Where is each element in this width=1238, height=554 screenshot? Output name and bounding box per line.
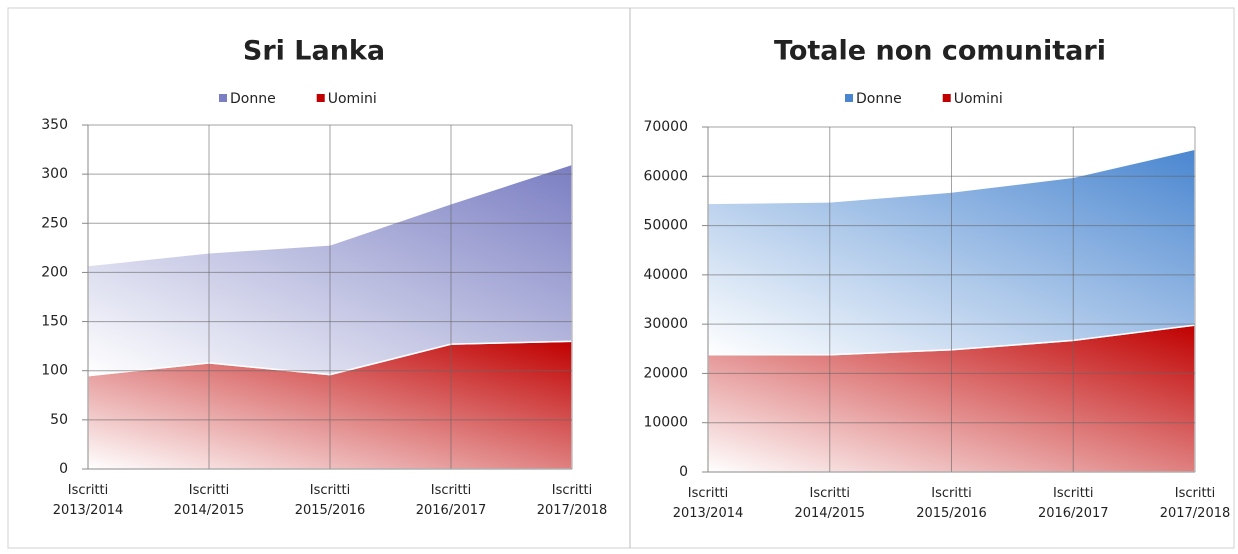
- legend-swatch: [845, 94, 853, 102]
- x-tick-label: Iscritti 2015/2016: [294, 483, 366, 518]
- x-tick-label: Iscritti 2014/2015: [173, 483, 245, 518]
- x-tick-label: Iscritti 2017/2018: [536, 483, 608, 518]
- chart-title: Sri Lanka: [243, 36, 385, 67]
- y-tick-label: 60000: [643, 168, 688, 184]
- x-tick-label: Iscritti 2016/2017: [1037, 486, 1109, 521]
- x-tick-label: Iscritti 2016/2017: [415, 483, 487, 518]
- legend-label: Uomini: [954, 91, 1003, 107]
- legend-label: Donne: [230, 91, 276, 107]
- y-tick-label: 50000: [643, 218, 688, 234]
- y-tick-label: 350: [41, 117, 68, 133]
- y-tick-label: 250: [41, 215, 68, 231]
- y-tick-label: 150: [41, 314, 68, 330]
- y-tick-label: 70000: [643, 119, 688, 135]
- x-tick-label: Iscritti 2013/2014: [672, 486, 744, 521]
- frame: [7, 7, 1235, 549]
- y-tick-label: 0: [679, 464, 688, 480]
- y-tick-label: 50: [50, 412, 68, 428]
- y-tick-label: 0: [59, 461, 68, 477]
- legend-label: Uomini: [328, 91, 377, 107]
- y-tick-label: 10000: [643, 415, 688, 431]
- y-tick-label: 100: [41, 363, 68, 379]
- y-tick-label: 40000: [643, 267, 688, 283]
- legend-swatch: [219, 94, 227, 102]
- x-tick-label: Iscritti 2014/2015: [794, 486, 866, 521]
- legend-swatch: [316, 94, 325, 102]
- x-tick-label: Iscritti 2015/2016: [916, 486, 987, 521]
- x-tick-label: Iscritti 2013/2014: [52, 483, 124, 518]
- y-tick-label: 200: [41, 264, 68, 280]
- legend-label: Donne: [856, 91, 902, 107]
- y-tick-label: 20000: [643, 365, 688, 381]
- chart-title: Totale non comunitari: [774, 36, 1106, 67]
- legend-swatch: [942, 94, 951, 102]
- y-tick-label: 300: [41, 166, 68, 182]
- y-tick-label: 30000: [643, 316, 688, 332]
- x-tick-label: Iscritti 2017/2018: [1159, 486, 1231, 521]
